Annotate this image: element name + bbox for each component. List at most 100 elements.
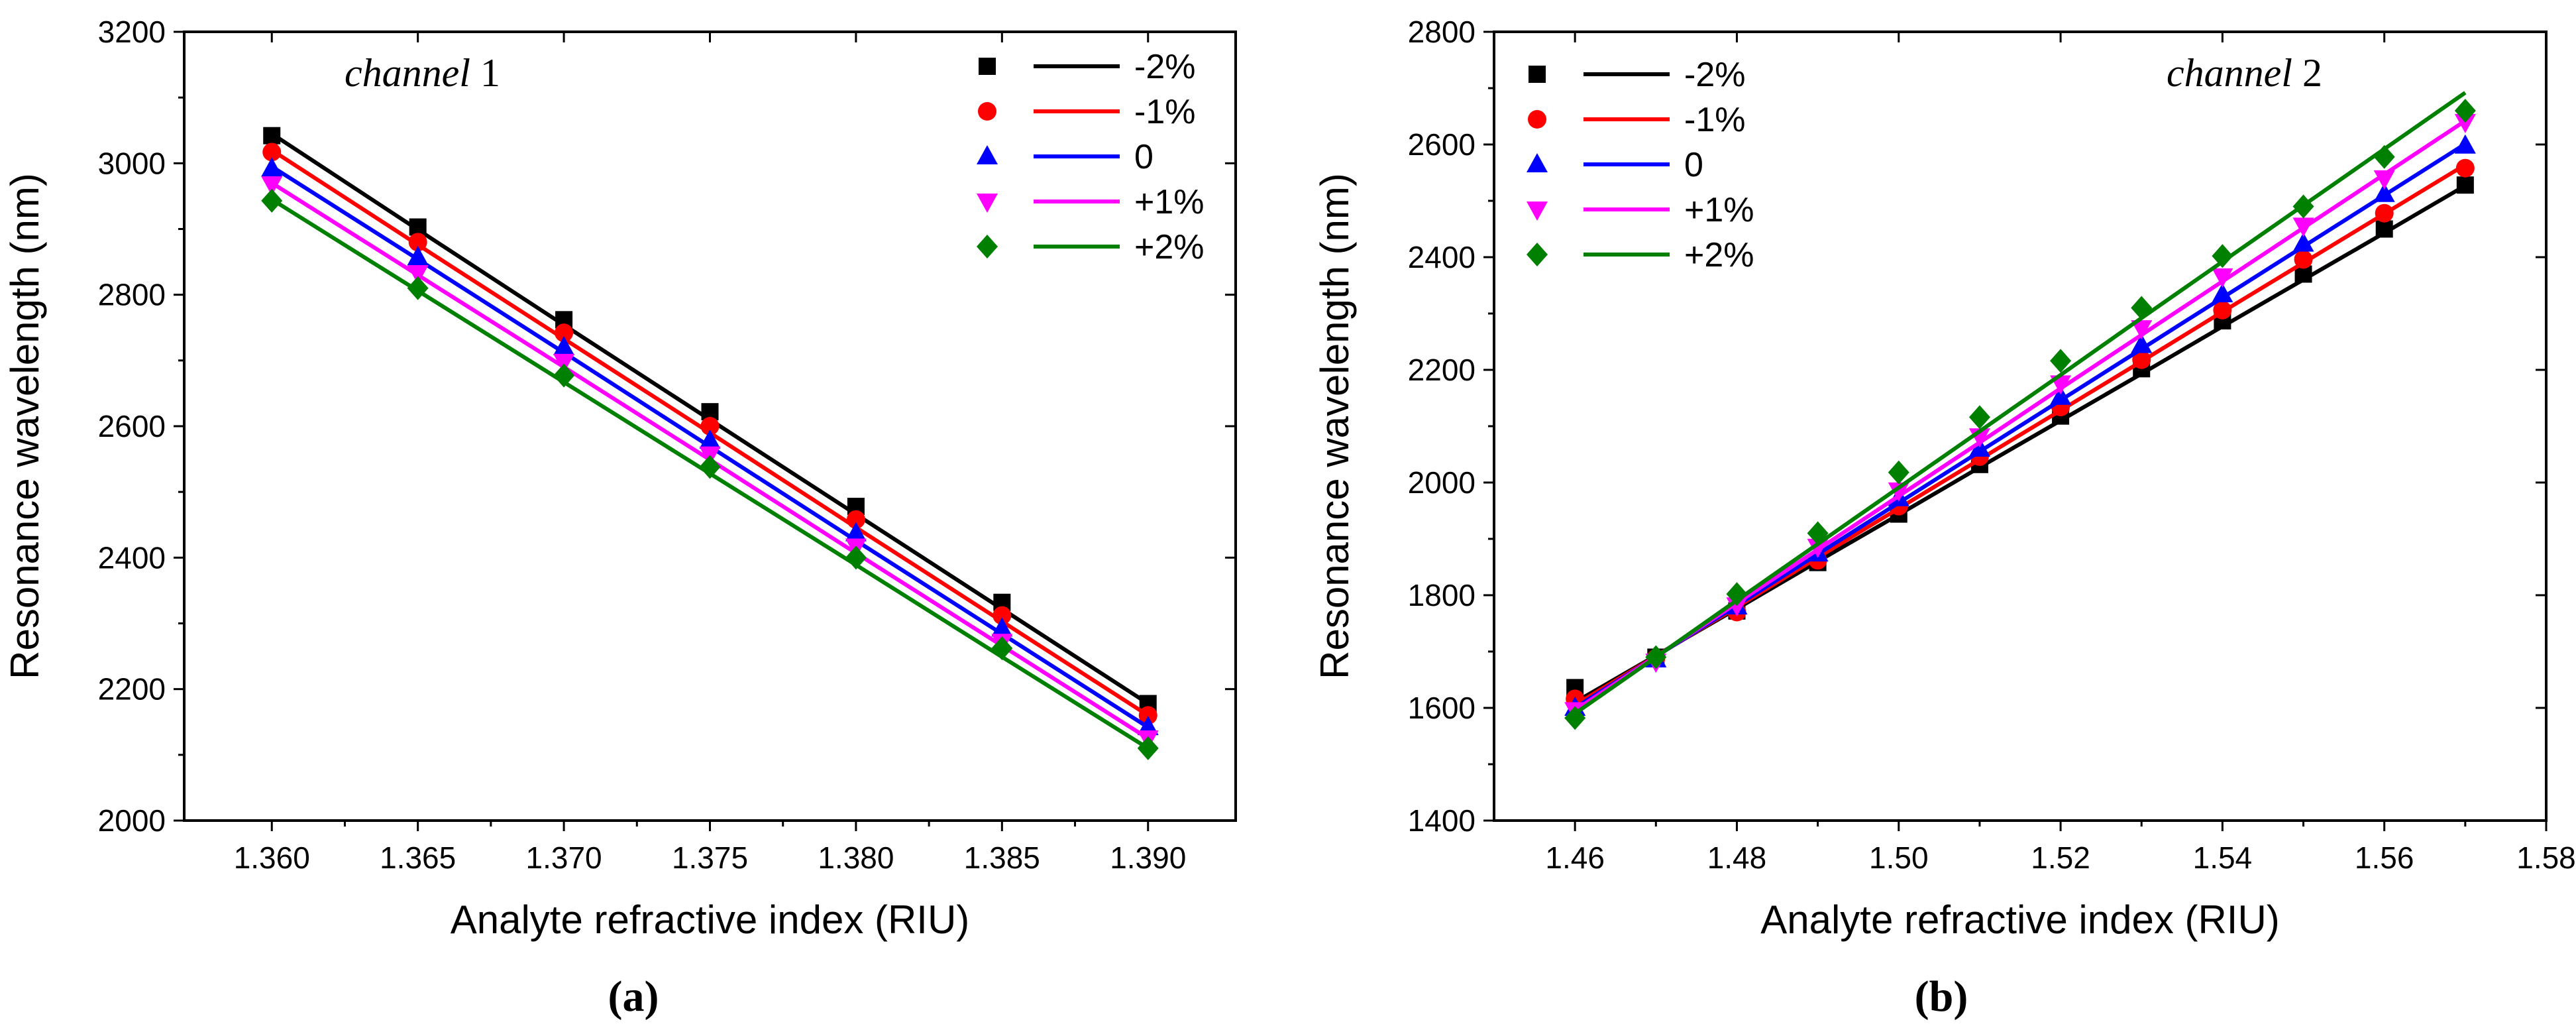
legend-label: -1% — [1684, 101, 1745, 139]
data-point — [2454, 99, 2476, 123]
y-axis-title: Resonance wavelength (nm) — [3, 173, 47, 679]
legend: -2% -1% 0 +1% +2% — [1527, 56, 1754, 274]
data-point — [2131, 320, 2153, 340]
legend-label: -2% — [1134, 48, 1195, 86]
legend-marker — [977, 194, 998, 213]
data-point — [991, 636, 1013, 661]
data-point — [2373, 144, 2395, 169]
data-point — [553, 336, 575, 355]
channel-annotation: channel 1 — [345, 51, 500, 95]
y-tick-label: 1800 — [1408, 578, 1476, 612]
data-point — [2292, 217, 2314, 237]
y-tick-label: 2600 — [98, 409, 166, 443]
data-point — [991, 617, 1013, 637]
data-point — [1137, 736, 1159, 760]
data-point — [1137, 716, 1159, 736]
x-tick-label: 1.385 — [964, 840, 1040, 875]
data-point — [2131, 296, 2153, 320]
y-tick-label: 1400 — [1408, 803, 1476, 838]
data-point — [1564, 706, 1586, 730]
y-tick-label: 2800 — [98, 278, 166, 312]
data-point — [2213, 300, 2232, 319]
channel-annotation-number: 2 — [2292, 51, 2322, 95]
data-point — [2454, 134, 2476, 154]
x-tick-label: 1.48 — [1707, 840, 1767, 875]
legend-label: 0 — [1134, 138, 1154, 176]
y-tick-label: 2800 — [1408, 15, 1476, 49]
data-point — [1807, 538, 1829, 558]
y-tick-label: 2400 — [1408, 240, 1476, 274]
data-point — [408, 233, 427, 252]
data-point — [2212, 283, 2233, 303]
x-tick-label: 1.390 — [1110, 840, 1186, 875]
x-axis-title: Analyte refractive index (RIU) — [1760, 897, 2280, 942]
legend-marker — [1529, 66, 1546, 83]
data-point — [2292, 232, 2314, 252]
y-tick-label: 1600 — [1408, 691, 1476, 725]
data-point — [2294, 250, 2313, 269]
legend-label: +1% — [1684, 191, 1754, 229]
data-point — [2292, 194, 2314, 219]
data-point — [2373, 182, 2395, 202]
panel-label: (b) — [1915, 972, 1968, 1021]
x-tick-label: 1.52 — [2031, 840, 2090, 875]
data-point — [699, 455, 721, 479]
data-point — [2212, 244, 2233, 268]
legend-label: -1% — [1134, 93, 1195, 131]
data-point — [993, 606, 1012, 625]
legend-marker — [1527, 153, 1548, 172]
data-point — [2375, 220, 2393, 238]
y-tick-label: 2200 — [98, 672, 166, 707]
data-point — [2050, 349, 2072, 373]
data-point — [1888, 460, 1909, 485]
data-point — [1888, 482, 1909, 502]
data-point — [1645, 645, 1667, 669]
data-point — [699, 429, 721, 449]
y-tick-label: 2600 — [1408, 127, 1476, 162]
data-point — [845, 545, 867, 570]
legend-marker — [1528, 110, 1546, 129]
legend-marker — [1527, 243, 1548, 266]
x-tick-label: 1.365 — [380, 840, 456, 875]
data-point — [2454, 114, 2476, 133]
x-tick-label: 1.58 — [2516, 840, 2576, 875]
data-point — [2455, 158, 2475, 178]
x-axis-title: Analyte refractive index (RIU) — [451, 897, 970, 942]
y-tick-label: 2000 — [1408, 465, 1476, 500]
data-point — [263, 127, 281, 144]
data-point — [2131, 333, 2153, 353]
data-point — [553, 353, 575, 373]
y-tick-label: 3200 — [98, 15, 166, 49]
x-tick-label: 1.54 — [2193, 840, 2253, 875]
data-point — [261, 188, 283, 213]
y-axis-title: Resonance wavelength (nm) — [1313, 173, 1357, 679]
y-tick-label: 2000 — [98, 803, 166, 838]
legend-label: 0 — [1684, 146, 1703, 184]
legend-label: +2% — [1684, 236, 1754, 274]
legend-label: +2% — [1134, 228, 1205, 266]
x-tick-label: 1.375 — [672, 840, 748, 875]
data-point — [407, 264, 429, 284]
data-point — [553, 363, 575, 388]
data-point — [700, 417, 720, 435]
panel-label: (a) — [608, 972, 659, 1021]
channel-annotation-italic: channel — [345, 51, 470, 95]
legend: -2% -1% 0 +1% +2% — [977, 48, 1205, 266]
legend-marker — [977, 235, 998, 258]
channel-annotation-italic: channel — [2167, 51, 2292, 95]
data-point — [1807, 521, 1829, 545]
legend-marker — [1527, 201, 1548, 221]
data-point — [1138, 706, 1157, 725]
legend-label: +1% — [1134, 183, 1205, 221]
x-tick-label: 1.370 — [526, 840, 602, 875]
x-tick-label: 1.46 — [1545, 840, 1605, 875]
data-point — [2373, 170, 2395, 190]
data-point — [845, 522, 867, 542]
channel-annotation-number: 1 — [470, 51, 500, 95]
x-tick-label: 1.380 — [818, 840, 894, 875]
data-point — [846, 510, 865, 529]
legend-label: -2% — [1684, 56, 1745, 94]
data-point — [2050, 385, 2072, 405]
data-point — [407, 276, 429, 300]
fit-line-+2% — [1574, 91, 2467, 715]
